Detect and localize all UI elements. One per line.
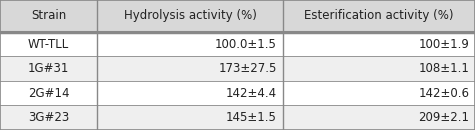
Text: 142±4.4: 142±4.4: [226, 87, 277, 100]
Bar: [97, 56, 283, 81]
Bar: [97, 0, 283, 32]
Bar: [283, 105, 475, 130]
Bar: [0, 32, 97, 56]
Text: 145±1.5: 145±1.5: [226, 111, 277, 124]
Text: WT-TLL: WT-TLL: [28, 38, 69, 51]
Bar: [0, 56, 97, 81]
Bar: [283, 81, 475, 105]
Text: 1G#31: 1G#31: [28, 62, 69, 75]
Bar: [0, 0, 97, 32]
Text: Strain: Strain: [31, 9, 66, 22]
Text: 3G#23: 3G#23: [28, 111, 69, 124]
Text: 2G#14: 2G#14: [28, 87, 69, 100]
Text: 142±0.6: 142±0.6: [418, 87, 469, 100]
Bar: [283, 56, 475, 81]
Bar: [97, 81, 283, 105]
Text: 100±1.9: 100±1.9: [418, 38, 469, 51]
Text: 100.0±1.5: 100.0±1.5: [215, 38, 277, 51]
Bar: [283, 32, 475, 56]
Text: 108±1.1: 108±1.1: [418, 62, 469, 75]
Text: Esterification activity (%): Esterification activity (%): [304, 9, 454, 22]
Text: 209±2.1: 209±2.1: [418, 111, 469, 124]
Bar: [0, 105, 97, 130]
Text: Hydrolysis activity (%): Hydrolysis activity (%): [124, 9, 256, 22]
Text: 173±27.5: 173±27.5: [218, 62, 277, 75]
Bar: [283, 0, 475, 32]
Bar: [0, 81, 97, 105]
Bar: [97, 32, 283, 56]
Bar: [97, 105, 283, 130]
